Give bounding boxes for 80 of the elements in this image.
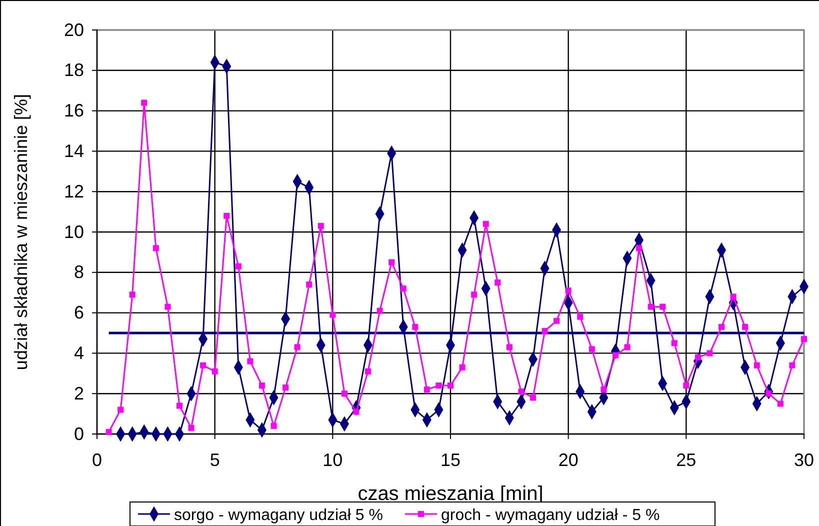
point [306,282,312,288]
point [777,400,784,407]
y-tick-label: 14 [64,140,84,161]
point [318,222,324,229]
y-axis-title: udział składnika w mieszaninie [%] [11,94,31,370]
y-tick-label: 12 [64,181,84,202]
point [365,368,372,374]
x-tick-label: 5 [210,450,220,470]
y-tick-label: 16 [64,100,84,121]
point [530,394,536,401]
point [200,362,206,368]
legend-label: sorgo - wymagany udział 5 % [174,507,383,524]
point [247,358,254,364]
x-tick-label: 20 [558,450,578,470]
y-tick-label: 8 [74,262,84,282]
legend-label: groch - wymagany udział - 5 % [440,507,660,524]
point [235,263,242,270]
point [164,304,171,310]
point [129,292,136,298]
y-tick-label: 2 [74,383,84,404]
point [577,314,584,320]
point [706,350,713,356]
point [270,422,277,429]
point [730,294,736,300]
point [789,362,796,368]
point [588,346,595,352]
y-tick-label: 6 [74,302,84,323]
x-tick-label: 0 [92,450,102,470]
point [258,382,265,389]
point [694,354,701,360]
y-tick-label: 18 [64,60,84,80]
point [330,312,336,318]
point [801,336,807,342]
point [106,428,112,435]
point [612,352,618,358]
point [554,318,560,324]
point [118,406,124,413]
point [660,304,666,310]
y-tick-label: 0 [74,424,84,444]
point [459,364,466,370]
point [341,390,348,397]
point [482,220,489,227]
point [718,324,725,330]
point [636,245,642,252]
y-tick-label: 20 [64,20,84,40]
y-tick-label: 10 [64,222,84,242]
point [754,362,760,368]
point [494,280,501,286]
point [224,212,230,219]
point [282,384,289,391]
point [542,328,548,334]
x-tick-label: 10 [322,450,343,470]
x-tick-label: 25 [676,450,696,470]
x-tick-label: 30 [794,450,814,470]
point [353,408,360,415]
point [471,292,478,298]
point [624,344,630,350]
point [400,286,406,292]
point [600,386,607,393]
x-tick-label: 15 [440,450,461,470]
point [141,100,148,106]
point [424,386,430,393]
point [188,424,194,431]
point [436,382,442,389]
point [742,324,748,330]
point [212,368,218,374]
point [506,344,512,350]
y-tick-label: 4 [74,342,84,363]
point [565,288,572,294]
point [388,259,395,266]
point [412,324,418,330]
point [648,304,654,310]
point [294,344,300,350]
point [671,340,678,346]
point [376,308,383,314]
point [683,382,690,389]
point [152,245,159,252]
point [518,388,524,395]
point [176,402,182,409]
point [448,382,454,389]
